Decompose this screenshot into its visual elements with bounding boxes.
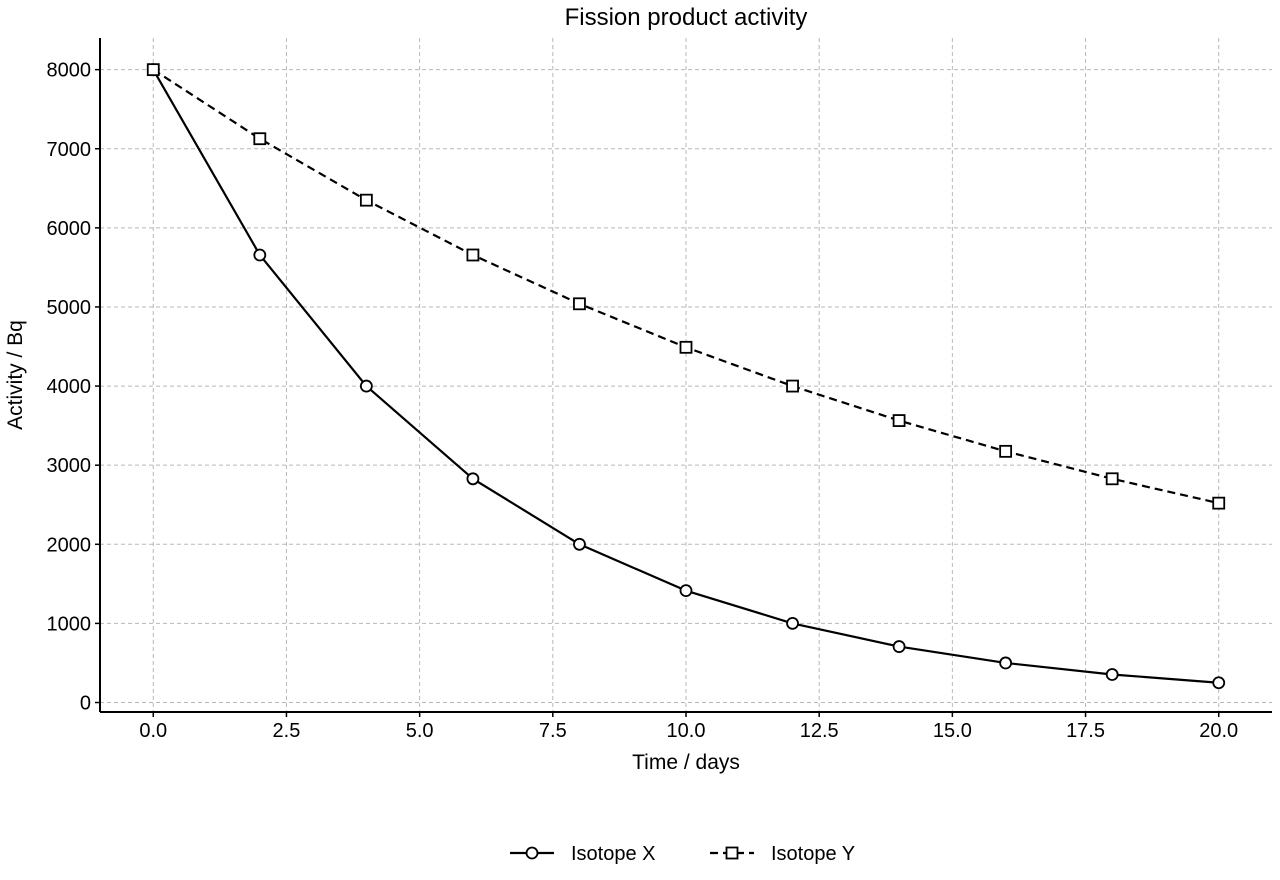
square-marker <box>146 63 160 77</box>
grid-layer <box>100 38 1272 712</box>
square-marker <box>892 414 906 427</box>
square-marker <box>1105 472 1119 486</box>
x-tick-label: 20.0 <box>1199 720 1238 742</box>
x-tick-label: 17.5 <box>1066 720 1105 742</box>
x-axis-label: Time / days <box>632 751 740 774</box>
legend-label: Isotope X <box>571 843 656 865</box>
y-tick-label: 2000 <box>47 534 92 556</box>
y-tick-label: 0 <box>80 693 91 715</box>
x-tick-label: 2.5 <box>273 720 301 742</box>
x-tick-label: 15.0 <box>933 720 972 742</box>
y-tick-label: 1000 <box>47 613 92 635</box>
y-tick-label: 4000 <box>47 376 92 398</box>
circle-marker <box>253 248 267 262</box>
legend-item: Isotope Y <box>710 843 855 865</box>
circle-marker <box>999 656 1013 670</box>
x-tick-label: 0.0 <box>139 720 167 742</box>
legend: Isotope X Isotope Y <box>510 843 855 865</box>
circle-marker <box>892 640 906 653</box>
x-tick-label: 10.0 <box>667 720 706 742</box>
circle-marker <box>786 616 799 630</box>
square-marker <box>1212 496 1226 510</box>
square-marker <box>359 193 373 207</box>
square-marker <box>573 297 586 311</box>
square-marker <box>679 340 693 354</box>
circle-marker <box>1105 668 1119 681</box>
x-tick-label: 12.5 <box>800 720 839 742</box>
series-layer <box>146 63 1226 690</box>
square-marker <box>786 379 799 393</box>
y-tick-label: 5000 <box>47 297 92 319</box>
legend-item: Isotope X <box>510 843 656 865</box>
y-tick-label: 3000 <box>47 455 92 477</box>
x-tick-label: 7.5 <box>539 720 567 742</box>
chart-title: Fission product activity <box>565 4 808 31</box>
series-isotope-x <box>146 63 1226 690</box>
legend-label: Isotope Y <box>771 843 855 865</box>
legend-circle-marker <box>525 846 539 860</box>
square-marker <box>253 132 267 146</box>
y-axis-label: Activity / Bq <box>4 320 27 430</box>
circle-marker <box>573 537 586 551</box>
circle-marker <box>359 379 373 393</box>
axes-layer: 0.0 2.5 5.0 7.5 10.0 12.5 15.0 17.5 20.0 0 1000 200… <box>47 38 1272 742</box>
circle-marker <box>1212 676 1226 690</box>
circle-marker <box>679 584 693 598</box>
x-tick-label: 5.0 <box>406 720 434 742</box>
circle-marker <box>466 472 480 486</box>
square-marker <box>466 248 480 262</box>
series-isotope-y <box>146 63 1226 510</box>
y-tick-label: 6000 <box>47 218 92 240</box>
square-marker <box>999 444 1013 458</box>
y-tick-label: 8000 <box>47 60 92 82</box>
legend-square-marker <box>725 846 739 860</box>
y-tick-label: 7000 <box>47 139 92 161</box>
